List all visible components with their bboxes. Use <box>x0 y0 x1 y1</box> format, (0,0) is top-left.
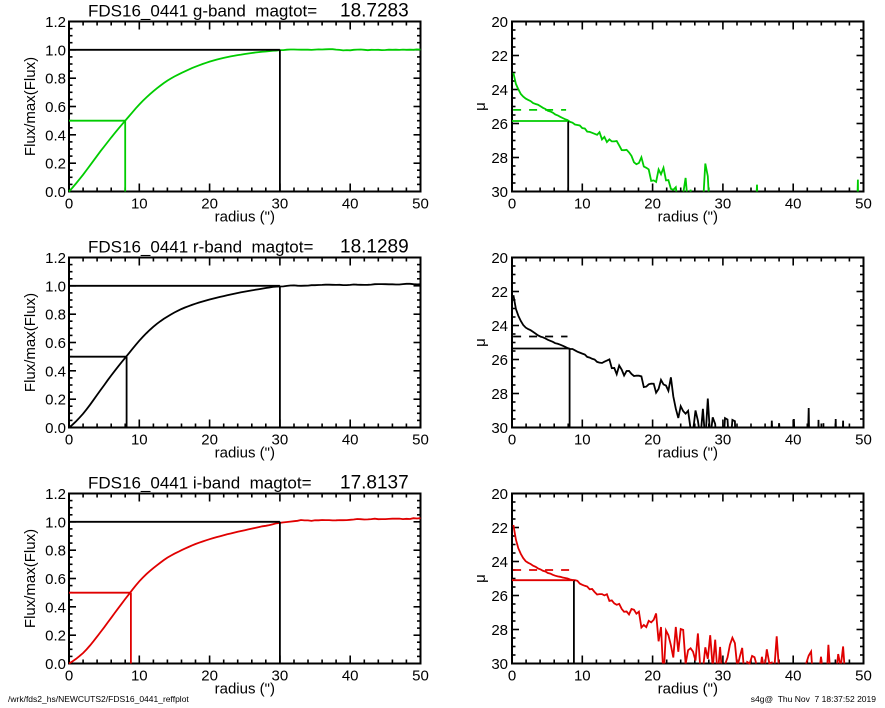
svg-text:μ: μ <box>472 574 489 583</box>
svg-text:40: 40 <box>342 432 359 449</box>
svg-text:FDS16_0441 i-band magtot=: FDS16_0441 i-band magtot= <box>88 474 312 493</box>
svg-text:radius ("): radius (") <box>658 681 718 698</box>
svg-text:10: 10 <box>574 196 591 213</box>
svg-text:50: 50 <box>855 196 872 213</box>
svg-text:0: 0 <box>508 668 516 685</box>
svg-text:50: 50 <box>412 196 429 213</box>
svg-text:26: 26 <box>491 352 508 369</box>
svg-text:20: 20 <box>644 196 661 213</box>
svg-text:0.8: 0.8 <box>45 543 66 560</box>
svg-text:1.2: 1.2 <box>45 250 66 267</box>
svg-text:s4g@ Thu Nov 7 18:37:52 2019: s4g@ Thu Nov 7 18:37:52 2019 <box>751 694 876 704</box>
svg-text:28: 28 <box>491 150 508 167</box>
svg-text:40: 40 <box>785 196 802 213</box>
svg-text:Flux/max(Flux): Flux/max(Flux) <box>22 57 39 156</box>
svg-text:10: 10 <box>131 432 148 449</box>
svg-text:Flux/max(Flux): Flux/max(Flux) <box>22 293 39 392</box>
svg-text:0: 0 <box>508 196 516 213</box>
svg-text:0.4: 0.4 <box>45 599 66 616</box>
svg-text:0: 0 <box>65 432 73 449</box>
svg-text:μ: μ <box>472 102 489 111</box>
svg-text:26: 26 <box>491 116 508 133</box>
svg-text:0.8: 0.8 <box>45 71 66 88</box>
svg-text:0.0: 0.0 <box>45 656 66 673</box>
svg-text:30: 30 <box>272 196 289 213</box>
svg-text:24: 24 <box>491 82 508 99</box>
svg-text:20: 20 <box>491 250 508 267</box>
svg-text:0.4: 0.4 <box>45 363 66 380</box>
svg-text:24: 24 <box>491 318 508 335</box>
svg-text:radius ("): radius (") <box>658 445 718 462</box>
svg-text:radius ("): radius (") <box>215 445 275 462</box>
svg-text:0: 0 <box>508 432 516 449</box>
svg-text:FDS16_0441 r-band magtot=: FDS16_0441 r-band magtot= <box>88 238 313 257</box>
svg-text:0.6: 0.6 <box>45 571 66 588</box>
svg-text:40: 40 <box>785 668 802 685</box>
svg-text:0.0: 0.0 <box>45 420 66 437</box>
svg-text:20: 20 <box>491 486 508 503</box>
svg-text:18.7283: 18.7283 <box>340 1 409 22</box>
svg-text:30: 30 <box>491 656 508 673</box>
svg-text:50: 50 <box>855 432 872 449</box>
svg-text:1.0: 1.0 <box>45 42 66 59</box>
svg-text:1.0: 1.0 <box>45 278 66 295</box>
svg-text:30: 30 <box>715 196 732 213</box>
svg-text:0.0: 0.0 <box>45 184 66 201</box>
svg-text:30: 30 <box>272 432 289 449</box>
svg-text:10: 10 <box>574 432 591 449</box>
svg-text:30: 30 <box>272 668 289 685</box>
svg-text:0.6: 0.6 <box>45 335 66 352</box>
svg-text:Flux/max(Flux): Flux/max(Flux) <box>22 529 39 628</box>
svg-text:0.8: 0.8 <box>45 307 66 324</box>
svg-text:20: 20 <box>201 196 218 213</box>
svg-text:10: 10 <box>131 668 148 685</box>
svg-text:30: 30 <box>715 668 732 685</box>
svg-text:50: 50 <box>412 668 429 685</box>
svg-text:0.2: 0.2 <box>45 628 66 645</box>
svg-text:/wrk/fds2_hs/NEWCUTS2/FDS16_04: /wrk/fds2_hs/NEWCUTS2/FDS16_0441_reffplo… <box>8 694 189 704</box>
svg-text:0: 0 <box>65 668 73 685</box>
svg-text:1.0: 1.0 <box>45 514 66 531</box>
svg-text:10: 10 <box>131 196 148 213</box>
svg-text:28: 28 <box>491 622 508 639</box>
svg-text:10: 10 <box>574 668 591 685</box>
svg-text:20: 20 <box>644 432 661 449</box>
svg-text:0.2: 0.2 <box>45 392 66 409</box>
svg-text:40: 40 <box>342 196 359 213</box>
svg-text:0.4: 0.4 <box>45 127 66 144</box>
svg-text:24: 24 <box>491 554 508 571</box>
svg-text:radius ("): radius (") <box>658 209 718 226</box>
svg-text:0: 0 <box>65 196 73 213</box>
svg-text:20: 20 <box>491 14 508 31</box>
svg-text:26: 26 <box>491 588 508 605</box>
svg-text:28: 28 <box>491 386 508 403</box>
svg-text:22: 22 <box>491 48 508 65</box>
svg-text:20: 20 <box>201 432 218 449</box>
svg-text:μ: μ <box>472 338 489 347</box>
svg-text:20: 20 <box>644 668 661 685</box>
svg-text:40: 40 <box>785 432 802 449</box>
svg-text:1.2: 1.2 <box>45 14 66 31</box>
svg-text:0.6: 0.6 <box>45 99 66 116</box>
svg-text:17.8137: 17.8137 <box>340 473 409 494</box>
svg-text:30: 30 <box>715 432 732 449</box>
svg-text:18.1289: 18.1289 <box>340 237 409 258</box>
svg-text:0.2: 0.2 <box>45 156 66 173</box>
svg-text:40: 40 <box>342 668 359 685</box>
svg-text:22: 22 <box>491 284 508 301</box>
svg-text:radius ("): radius (") <box>215 681 275 698</box>
svg-text:radius ("): radius (") <box>215 209 275 226</box>
svg-text:22: 22 <box>491 520 508 537</box>
svg-text:50: 50 <box>412 432 429 449</box>
svg-text:30: 30 <box>491 420 508 437</box>
svg-text:FDS16_0441 g-band magtot=: FDS16_0441 g-band magtot= <box>88 2 317 21</box>
svg-text:1.2: 1.2 <box>45 486 66 503</box>
svg-text:30: 30 <box>491 184 508 201</box>
svg-text:20: 20 <box>201 668 218 685</box>
svg-text:50: 50 <box>855 668 872 685</box>
